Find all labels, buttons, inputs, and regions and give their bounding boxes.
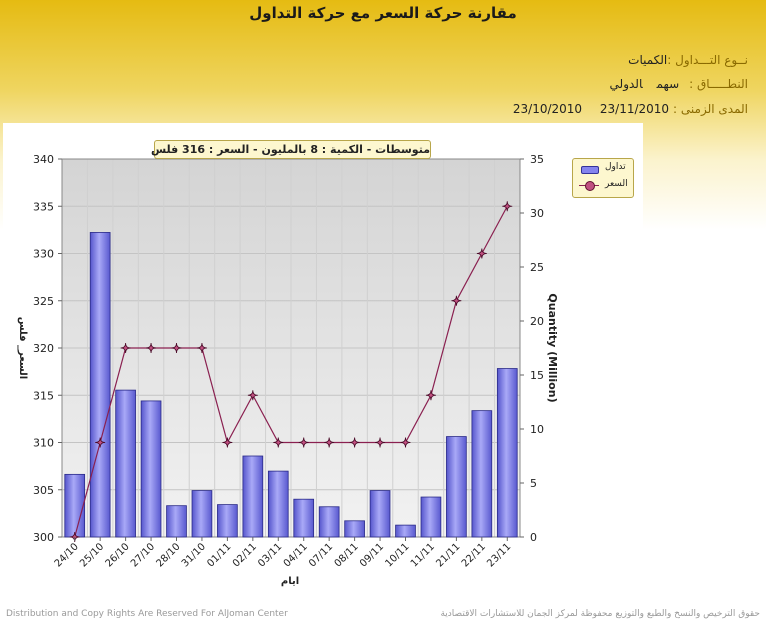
legend-line-label: السعر [605,179,628,189]
price-point-04/11 [298,437,309,448]
price-point-31/10 [196,342,207,354]
bar-07/11 [318,506,340,538]
period-label: المدى الزمنى : [673,102,748,116]
bar-09/11 [369,490,391,538]
price-point-26/10 [120,342,131,354]
y-axis-left-label: السعر_ فلس [17,317,28,379]
x-tick-label: 04/11 [282,541,310,569]
bar-28/10 [166,505,187,538]
bar-27/10 [140,400,162,538]
y-left-tick-label: 305 [33,484,54,497]
bar-22/11 [471,410,493,538]
y-axis-right-label: Quantity (Million) [546,293,559,402]
bar-31/10 [191,490,213,538]
x-tick-label: 10/11 [383,541,411,569]
x-tick-label: 24/10 [53,541,81,569]
x-tick-label: 08/11 [333,541,361,569]
bar-08/11 [344,520,365,538]
bar-23/11 [496,368,518,538]
scope-value: سهم [656,77,680,91]
price-point-08/11 [349,437,360,448]
x-tick-label: 27/10 [129,541,157,569]
y-left-tick-label: 300 [33,531,54,544]
bar-25/10 [89,232,111,538]
period-to: 23/11/2010 [599,102,670,116]
y-left-tick-label: 315 [33,389,54,402]
legend: تداول السعر [572,158,634,198]
price-point-21/11 [451,295,462,306]
y-right-tick-label: 35 [530,153,544,166]
x-tick-label: 22/11 [460,541,488,569]
price-point-09/11 [375,437,386,448]
bar-10/11 [395,524,416,538]
bar-21/11 [446,436,467,538]
scope-value2: الدولي [609,77,643,91]
y-right-tick-label: 20 [530,315,544,328]
x-tick-label: 03/11 [256,541,284,569]
y-right-tick-label: 0 [530,531,537,544]
price-point-28/10 [171,342,182,354]
x-tick-label: 28/10 [154,541,182,569]
period-from: 23/10/2010 [512,102,583,116]
legend-bar-label: تداول [605,162,626,172]
trade-type-label: نــوع التـــداول : [667,53,748,67]
bar-11/11 [420,496,442,538]
bar-03/11 [267,470,289,538]
x-tick-label: 21/11 [434,541,462,569]
bar-26/10 [115,389,136,538]
legend-bar-swatch [581,166,599,174]
footer-left: Distribution and Copy Rights Are Reserve… [6,609,288,619]
price-point-07/11 [324,437,335,448]
averages-box: متوسطات - الكمية : 8 بالمليون - السعر : … [151,140,431,159]
price-point-25/10 [95,437,106,448]
y-left-tick-label: 335 [33,200,54,213]
page-title: مقارنة حركة السعر مع حركة التداول [249,4,517,22]
y-right-tick-label: 5 [530,477,537,490]
price-point-01/11 [222,437,233,448]
bar-24/10 [64,473,86,538]
x-tick-label: 25/10 [78,541,106,569]
footer-right: حقوق الترخيص والنسخ والطبع والتوزيع محفو… [440,609,760,619]
y-left-tick-label: 330 [33,248,54,261]
x-axis-label: ايام [281,576,299,587]
y-left-tick-label: 325 [33,295,54,308]
price-point-03/11 [273,437,284,448]
bar-02/11 [242,455,264,538]
price-point-02/11 [247,390,258,401]
x-tick-label: 23/11 [485,541,513,569]
x-tick-label: 26/10 [104,541,132,569]
bar-01/11 [217,504,238,538]
price-point-23/11 [502,201,513,212]
scope-label: النطـــــاق : [689,77,748,91]
price-point-27/10 [146,342,157,354]
price-point-11/11 [425,390,436,401]
period-row: المدى الزمنى : 23/10/2010 23/11/2010 [513,102,748,116]
legend-line-marker [585,181,595,191]
y-right-tick-label: 15 [530,369,544,382]
y-left-tick-label: 340 [33,153,54,166]
y-right-tick-label: 25 [530,261,544,274]
x-tick-label: 09/11 [358,541,386,569]
y-right-tick-label: 10 [530,423,544,436]
trade-type-row: نــوع التـــداول :الكميات [628,53,748,67]
x-tick-label: 02/11 [231,541,259,569]
y-right-tick-label: 30 [530,207,544,220]
scope-row: النطـــــاق : سهم الدولي [610,77,748,91]
x-tick-label: 11/11 [409,541,437,569]
y-left-tick-label: 310 [33,437,54,450]
x-tick-label: 07/11 [307,541,335,569]
bar-04/11 [293,498,315,538]
trade-type-value: الكميات [628,53,668,67]
price-point-10/11 [400,437,411,448]
x-tick-label: 31/10 [180,541,208,569]
y-left-tick-label: 320 [33,342,54,355]
x-tick-label: 01/11 [205,541,233,569]
price-point-22/11 [476,248,487,259]
